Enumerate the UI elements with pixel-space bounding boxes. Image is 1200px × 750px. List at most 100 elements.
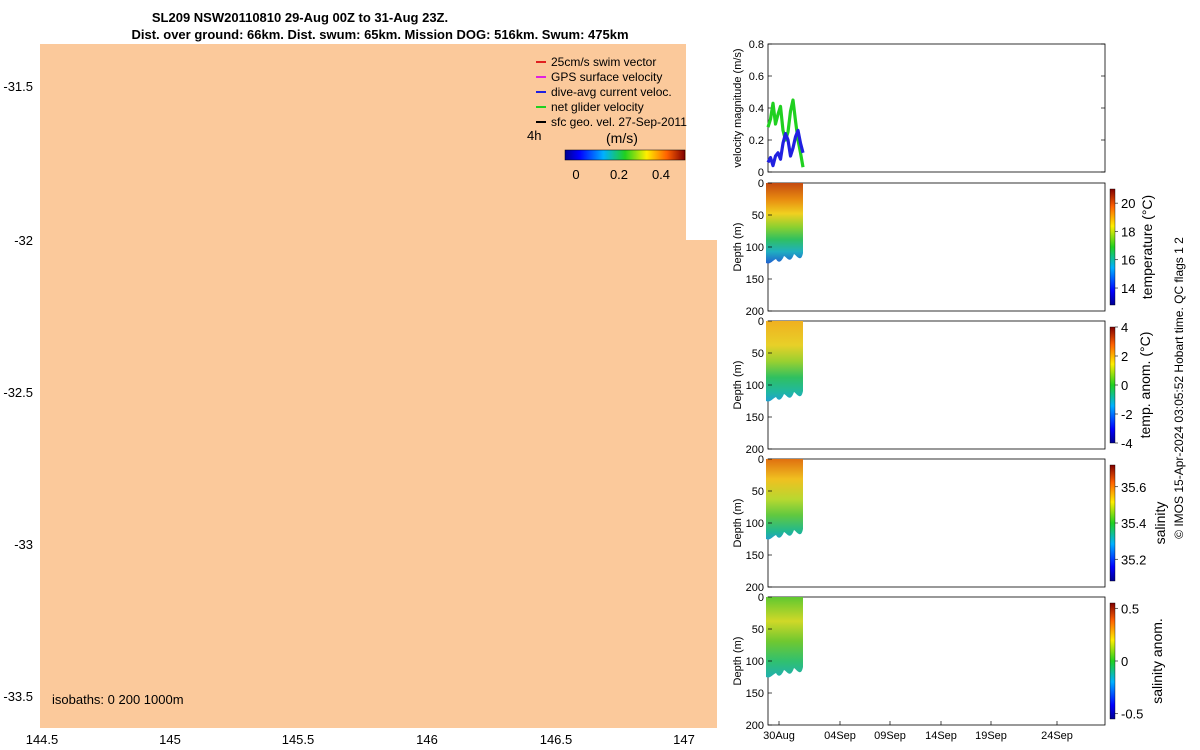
map-lon-tick-label: 147 [673,732,695,747]
section-ytick-label: 50 [752,210,764,222]
legend-entry-label: sfc geo. vel. 27-Sep-2011 [551,115,687,129]
colorbar-tick-label: 20 [1121,196,1135,211]
colorbar-tick-label: 35.4 [1121,516,1146,531]
map-lat-tick-label: -32 [14,233,33,248]
section-ytick-label: 0 [758,316,764,328]
section-ytick-label: 50 [752,348,764,360]
legend-entry-label: GPS surface velocity [551,70,662,84]
land-area [40,44,717,728]
map-lat-tick-label: -31.5 [3,79,33,94]
section-axes [767,182,1106,312]
colorbar-tick-label: 0 [1121,378,1128,393]
velocity-ytick-label: 0.2 [749,135,764,147]
velocity-ytick-label: 0.4 [749,103,764,115]
section-colorbar [1109,464,1116,582]
section-axes [767,596,1106,726]
section-ytick-label: 200 [746,582,764,594]
section-field [766,597,803,678]
colorbar-label: salinity [1152,502,1168,545]
map-lat-tick-label: -33.5 [3,689,33,704]
date-xtick-label: 14Sep [925,730,957,742]
map-lon-tick-label: 146 [416,732,438,747]
colorbar-tick-label: 0.5 [1121,601,1139,616]
map-lat-tick-label: -32.5 [3,385,33,400]
velocity-ytick-label: 0 [758,167,764,179]
section-ylabel: Depth (m) [732,223,744,272]
map-lon-tick-label: 144.5 [26,732,59,747]
plot-title-line2: Dist. over ground: 66km. Dist. swum: 65k… [131,27,629,42]
colorbar-tick-label: 35.2 [1121,552,1146,567]
section-ytick-label: 100 [746,380,764,392]
section-ytick-label: 200 [746,444,764,456]
section-axes [767,320,1106,450]
velocity-panel: 0 0.2 0.4 0.6 0.8 velocity magnitude (m/s) [732,39,1106,179]
legend-entry-label: net glider velocity [551,100,644,114]
section-ytick-label: 100 [746,656,764,668]
section-ytick-label: 200 [746,720,764,732]
velocity-ytick-label: 0.8 [749,39,764,51]
colorbar-tick-label: 14 [1121,281,1135,296]
section-ytick-label: 150 [746,688,764,700]
section-panel: 0 50 100 150 200 Depth (m) 20 18 16 14 temperature… [732,178,1155,318]
date-xtick-label: 04Sep [824,730,856,742]
section-panel: 0 50 100 150 200 Depth (m) 4 2 0 -2 -4 temp. anom. … [732,316,1153,456]
section-ytick-label: 150 [746,550,764,562]
date-xtick-label: 19Sep [975,730,1007,742]
colorbar-label: salinity anom. [1149,618,1165,704]
section-ytick-label: 150 [746,412,764,424]
section-ylabel: Depth (m) [732,361,744,410]
section-ytick-label: 50 [752,624,764,636]
colorbar-label: temperature (°C) [1139,195,1155,299]
colorbar-tick-label: -4 [1121,436,1133,451]
colorbar-tick-label: -2 [1121,407,1133,422]
section-ylabel: Depth (m) [732,637,744,686]
section-ytick-label: 200 [746,306,764,318]
isobaths-label: isobaths: 0 200 1000m [52,692,184,707]
copyright-footer: © IMOS 15-Apr-2024 03:05:52 Hobart time.… [1172,237,1186,539]
section-ytick-label: 100 [746,242,764,254]
section-ytick-label: 150 [746,274,764,286]
section-panel: 0 50 100 150 200 Depth (m) 0.5 0 -0.5 salinity an… [732,592,1165,742]
date-xtick-label: 24Sep [1041,730,1073,742]
map-colorbar-tick: 0 [572,167,579,182]
map-colorbar-tick: 0.4 [652,167,670,182]
colorbar-tick-label: 4 [1121,320,1128,335]
map-whitespace-notch [686,44,718,240]
section-ytick-label: 0 [758,178,764,190]
section-ytick-label: 100 [746,518,764,530]
velocity-series-line [766,128,805,168]
map-lon-tick-label: 145.5 [282,732,315,747]
map-lon-tick-label: 145 [159,732,181,747]
colorbar-tick-label: 18 [1121,224,1135,239]
section-ytick-label: 0 [758,454,764,466]
colorbar-tick-label: 35.6 [1121,480,1146,495]
map-panel: -31.5 -32 -32.5 -33 -33.5 144.5 145 145.5 146 14… [3,44,718,747]
velocity-ytick-label: 0.6 [749,71,764,83]
colorbar-tick-label: 16 [1121,253,1135,268]
map-lon-tick-label: 146.5 [540,732,573,747]
section-panel: 0 50 100 150 200 Depth (m) 35.6 35.4 35.2 salinit… [732,454,1168,594]
date-xtick-label: 09Sep [874,730,906,742]
section-colorbar [1109,602,1116,720]
legend-entry-label: dive-avg current veloc. [551,85,672,99]
section-field [766,321,803,402]
velocity-ylabel: velocity magnitude (m/s) [732,48,744,167]
section-colorbar [1109,326,1116,444]
colorbar-tick-label: 2 [1121,349,1128,364]
date-xtick-label: 30Aug [763,730,795,742]
legend-entry-label: 25cm/s swim vector [551,55,656,69]
map-colorbar-title: (m/s) [606,130,638,146]
section-field [766,459,803,540]
velocity-axes [767,43,1106,173]
section-ytick-label: 50 [752,486,764,498]
colorbar-tick-label: 0 [1121,654,1128,669]
section-axes [767,458,1106,588]
map-lat-tick-label: -33 [14,537,33,552]
section-ylabel: Depth (m) [732,499,744,548]
plot-title-line1: SL209 NSW20110810 29-Aug 00Z to 31-Aug 2… [151,10,449,25]
section-colorbar [1109,188,1116,306]
map-colorbar-tick: 0.2 [610,167,628,182]
colorbar-label: temp. anom. (°C) [1137,332,1153,439]
